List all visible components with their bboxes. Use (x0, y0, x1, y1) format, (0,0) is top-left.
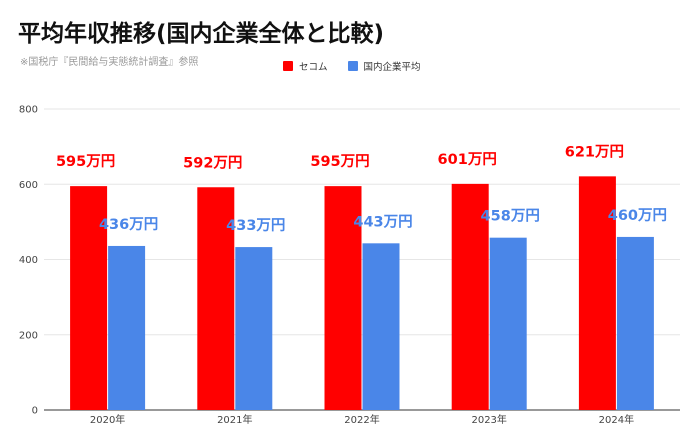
legend-swatch-secom (283, 61, 293, 71)
y-tick-label: 800 (19, 105, 38, 116)
data-label-secom: 592万円 (183, 154, 242, 171)
bar-secom (70, 186, 108, 410)
bar-secom (324, 186, 362, 410)
data-label-secom: 621万円 (565, 143, 624, 160)
bar-national-average (108, 245, 146, 410)
x-tick-label: 2024年 (599, 413, 634, 426)
y-tick-label: 200 (19, 330, 38, 341)
bar-national-average (362, 243, 400, 410)
bar-secom (451, 183, 489, 410)
legend-label-secom: セコム (299, 62, 328, 73)
y-tick-label: 600 (19, 180, 38, 191)
y-tick-label: 400 (19, 255, 38, 266)
chart-source-note: ※国税庁『民間給与実態統計調査』参照 (20, 57, 199, 68)
y-tick-label: 0 (32, 406, 38, 417)
legend-item-national-average: 国内企業平均 (347, 59, 421, 73)
bar-national-average (489, 237, 527, 410)
data-label-national-average: 443万円 (353, 213, 412, 230)
bar-national-average (616, 236, 654, 410)
data-label-national-average: 436万円 (99, 216, 158, 233)
data-label-national-average: 433万円 (226, 217, 285, 234)
x-tick-label: 2020年 (90, 413, 125, 426)
chart-title: 平均年収推移(国内企業全体と比較) (18, 21, 385, 47)
data-label-secom: 595万円 (56, 153, 115, 170)
x-tick-label: 2023年 (471, 413, 506, 426)
data-label-national-average: 458万円 (481, 208, 540, 225)
bar-secom (197, 187, 235, 410)
legend-item-secom: セコム (283, 59, 328, 73)
bar-secom (578, 176, 616, 410)
x-tick-label: 2022年 (344, 413, 379, 426)
legend-label-national-average: 国内企業平均 (363, 62, 421, 73)
data-label-secom: 601万円 (438, 151, 497, 168)
x-tick-label: 2021年 (217, 413, 252, 426)
data-label-national-average: 460万円 (608, 207, 667, 224)
bar-national-average (235, 247, 273, 410)
legend-swatch-national-average (347, 61, 358, 71)
data-label-secom: 595万円 (310, 153, 369, 170)
chart-legend: セコム 国内企業平均 (283, 59, 435, 73)
